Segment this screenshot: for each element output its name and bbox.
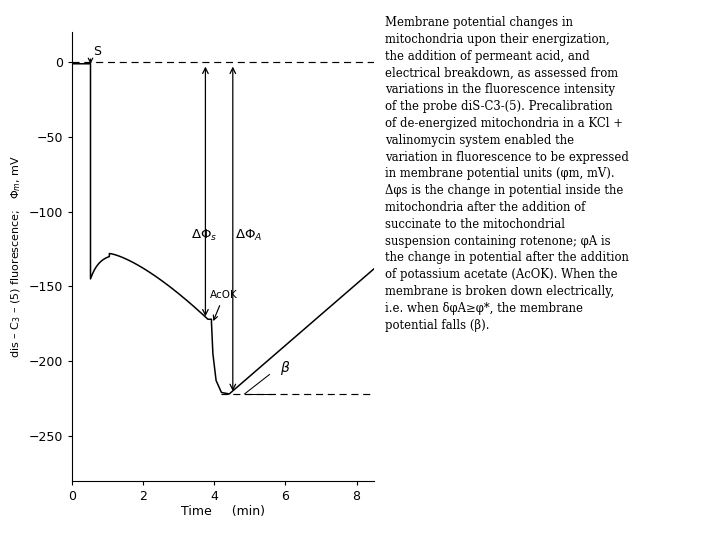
- Text: $\Delta\Phi_A$: $\Delta\Phi_A$: [235, 227, 262, 242]
- X-axis label: Time     (min): Time (min): [181, 505, 265, 518]
- Y-axis label: dis – C$_3$ – (5) fluorescence;   $\Phi_m$, mV: dis – C$_3$ – (5) fluorescence; $\Phi_m$…: [9, 155, 23, 358]
- Text: AcOK: AcOK: [210, 291, 238, 320]
- Text: $\Delta\Phi_s$: $\Delta\Phi_s$: [192, 227, 217, 242]
- Text: $\beta$: $\beta$: [280, 359, 291, 376]
- Text: Membrane potential changes in
mitochondria upon their energization,
the addition: Membrane potential changes in mitochondr…: [385, 16, 629, 332]
- Text: S: S: [94, 45, 102, 58]
